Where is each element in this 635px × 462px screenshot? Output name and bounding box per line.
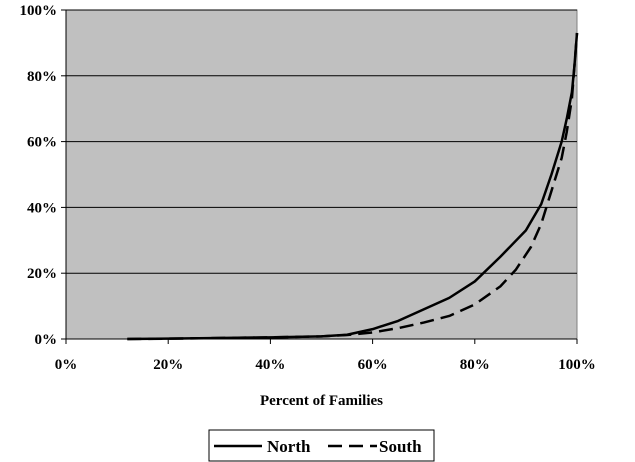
series-line-south: [127, 32, 579, 341]
series-lines: [127, 32, 579, 341]
legend-label-north: North: [267, 437, 311, 456]
x-tick-label: 0%: [55, 357, 78, 373]
x-tick-label: 60%: [358, 357, 388, 373]
x-tick-label: 20%: [153, 357, 183, 373]
y-tick-label: 40%: [27, 200, 57, 216]
y-tick-label: 100%: [20, 3, 58, 19]
plot-area: [65, 9, 578, 340]
x-axis-title: Percent of Families: [260, 393, 383, 409]
y-axis-ticks: 0% 20% 40% 60% 80% 100%: [20, 3, 66, 348]
x-axis-ticks: 0% 20% 40% 60% 80% 100%: [55, 339, 596, 373]
legend: North South: [208, 429, 435, 462]
y-tick-label: 80%: [27, 69, 57, 85]
x-tick-label: 80%: [460, 357, 490, 373]
x-tick-label: 100%: [558, 357, 596, 373]
y-tick-label: 20%: [27, 266, 57, 282]
x-tick-label: 40%: [255, 357, 285, 373]
y-tick-label: 0%: [35, 332, 58, 348]
gridlines: [66, 9, 577, 274]
y-tick-label: 60%: [27, 135, 57, 151]
legend-label-south: South: [379, 437, 422, 456]
